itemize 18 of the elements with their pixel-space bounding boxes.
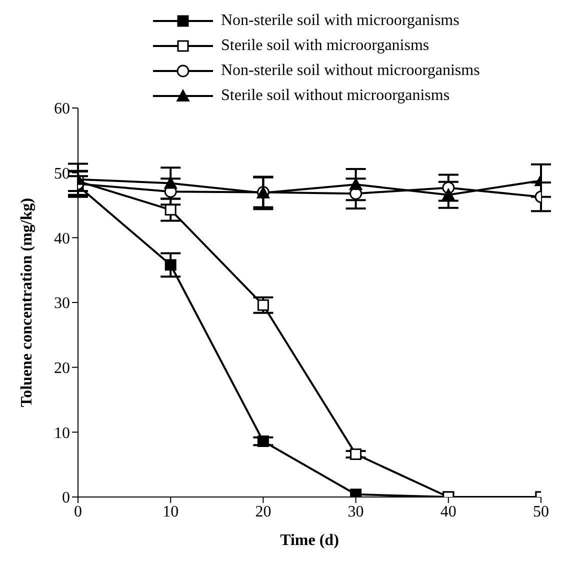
- y-tick-label: 20: [54, 360, 70, 378]
- y-tick-label: 40: [54, 230, 70, 248]
- x-tick-label: 10: [162, 503, 179, 520]
- x-tick-label: 20: [255, 503, 272, 520]
- legend-label: Non-sterile soil without microorganisms: [221, 62, 480, 80]
- y-axis-title: Toluene concentration (mg/kg): [18, 198, 36, 408]
- x-tick-label: 30: [348, 503, 364, 520]
- x-axis-title: Time (d): [280, 532, 339, 549]
- x-tick-label: 0: [74, 503, 82, 520]
- y-tick-label: 60: [54, 100, 70, 118]
- legend-label: Sterile soil without microorganisms: [221, 86, 450, 104]
- y-tick-label: 0: [62, 490, 70, 507]
- x-tick-label: 50: [533, 503, 549, 520]
- y-tick-label: 30: [54, 295, 70, 312]
- legend-label: Sterile soil with microorganisms: [221, 36, 430, 54]
- legend-label: Non-sterile soil with microorganisms: [221, 12, 460, 30]
- x-tick-label: 40: [440, 503, 456, 520]
- y-tick-label: 10: [54, 424, 70, 442]
